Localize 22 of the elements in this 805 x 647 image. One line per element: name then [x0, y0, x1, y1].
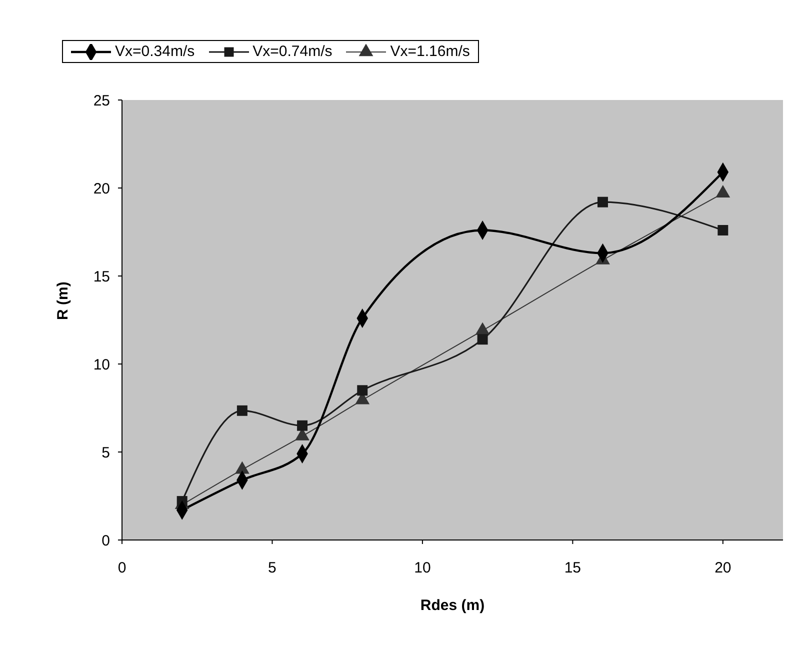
y-tick-label: 20: [93, 180, 110, 198]
y-tick-label: 10: [93, 356, 110, 374]
x-tick-label: 15: [564, 560, 582, 577]
point: [718, 224, 728, 236]
y-tick-label: 15: [93, 268, 110, 286]
x-tick-label: 10: [414, 560, 431, 577]
x-tick-label: 5: [268, 560, 276, 577]
y-tick-label: 25: [93, 92, 110, 110]
legend-label: Vx=1.16m/s: [390, 43, 470, 60]
point: [236, 405, 248, 416]
legend-label: Vx=0.34m/s: [115, 43, 195, 60]
legend-label: Vx=0.74m/s: [252, 43, 332, 60]
point: [297, 420, 308, 431]
point: [477, 334, 488, 345]
point: [597, 196, 608, 208]
y-tick-label: 0: [102, 532, 110, 550]
x-tick-label: 0: [118, 560, 126, 577]
y-tick-label: 5: [102, 444, 110, 462]
x-axis-title: Rdes (m): [420, 597, 485, 614]
point: [357, 385, 368, 396]
y-axis-title: R (m): [54, 282, 72, 320]
x-tick-label: 20: [714, 560, 732, 577]
